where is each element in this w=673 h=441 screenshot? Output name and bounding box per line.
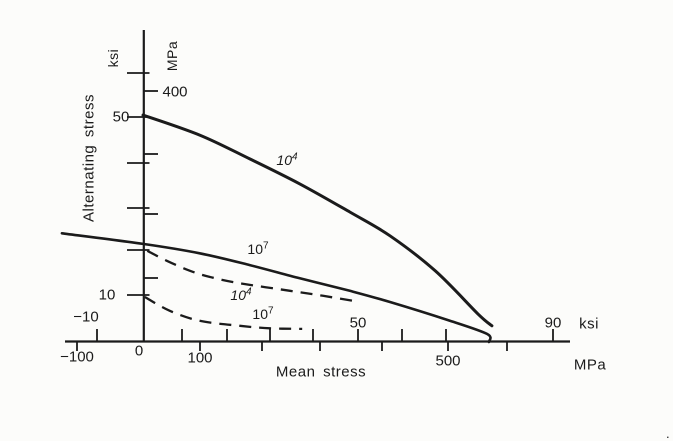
scan-artifact-dot: . (666, 426, 670, 441)
life-10^4-solid-curve (141, 113, 494, 328)
x-mpa-tick-label: 500 (435, 352, 461, 370)
x-ksi-tick-label: 50 (349, 314, 367, 332)
y-axis-unit-ksi: ksi (105, 48, 121, 68)
y-ksi-tick-label: 50 (112, 108, 130, 126)
x-axis-unit-ksi: ksi (579, 315, 599, 333)
x-ksi-tick-label: −10 (73, 308, 99, 326)
life-10^4-dashed-curve (146, 249, 353, 302)
x-axis-unit-mpa: MPa (573, 356, 607, 374)
x-mpa-tick-label: −100 (60, 348, 94, 366)
life-10^7-dashed-label: 107 (252, 305, 274, 322)
y-mpa-tick-label: 400 (162, 83, 188, 101)
life-10^4-solid-label: 104 (276, 151, 298, 168)
y-ksi-tick-label: 10 (98, 286, 116, 304)
x-axis-title: Mean stress (275, 363, 367, 381)
life-10^4-dashed-label: 104 (230, 286, 252, 303)
x-mpa-tick-label: 100 (187, 349, 213, 367)
life-10^7-dashed-curve (144, 295, 303, 331)
y-axis-unit-mpa: MPa (164, 40, 180, 72)
y-axis-title: Alternating stress (80, 94, 98, 222)
x-ksi-tick-label: 90 (544, 314, 562, 332)
life-10^7-solid-curve (60, 232, 492, 344)
x-mpa-tick-label: 0 (134, 342, 144, 360)
life-10^7-solid-label: 107 (247, 240, 269, 257)
